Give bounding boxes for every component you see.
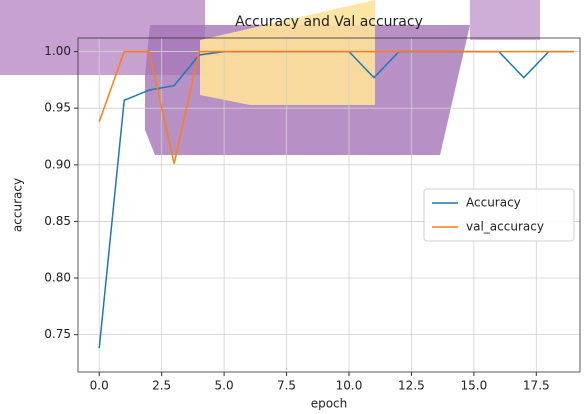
x-tick-label: 0.0 <box>90 379 109 393</box>
chart-title: Accuracy and Val accuracy <box>235 14 423 30</box>
x-tick-label: 7.5 <box>277 379 296 393</box>
y-tick-label: 0.85 <box>44 214 71 228</box>
legend-label: Accuracy <box>466 196 521 210</box>
y-tick-label: 1.00 <box>44 44 71 58</box>
legend: Accuracy val_accuracy <box>424 189 574 241</box>
x-tick-label: 12.5 <box>398 379 425 393</box>
x-tick-label: 15.0 <box>460 379 487 393</box>
x-tick-label: 10.0 <box>336 379 363 393</box>
y-tick-label: 0.75 <box>44 327 71 341</box>
chart: Accuracy and Val accuracy epoch accuracy… <box>0 0 587 414</box>
x-axis-label: epoch <box>311 397 348 411</box>
y-tick-label: 0.90 <box>44 157 71 171</box>
x-tick-label: 17.5 <box>523 379 550 393</box>
y-axis-label: accuracy <box>11 178 25 232</box>
x-tick-label: 5.0 <box>215 379 234 393</box>
y-tick-label: 0.95 <box>44 101 71 115</box>
x-tick-label: 2.5 <box>152 379 171 393</box>
legend-label: val_accuracy <box>466 220 544 234</box>
y-tick-label: 0.80 <box>44 271 71 285</box>
